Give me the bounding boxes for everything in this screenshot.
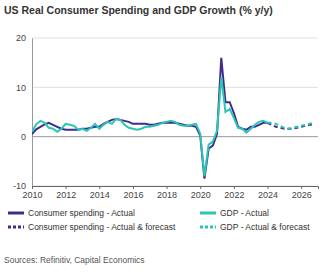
source: Sources: Refinitiv, Capital Economics (4, 255, 145, 265)
grid-line (32, 38, 318, 39)
y-tick-label: 20 (16, 33, 26, 43)
x-tick: 2026 (292, 186, 312, 200)
x-tick-mark (268, 186, 269, 189)
legend-label: Consumer spending - Actual (28, 208, 135, 218)
x-axis-line (33, 187, 319, 190)
grid-line (32, 136, 318, 137)
x-tick: 2022 (224, 186, 244, 200)
x-tick-mark (32, 186, 33, 189)
grid (32, 38, 318, 186)
x-tick: 2010 (22, 186, 42, 200)
x-tick-mark (99, 186, 100, 189)
x-tick-label: 2016 (123, 190, 143, 200)
x-tick-label: 2020 (191, 190, 211, 200)
y-axis-line (32, 39, 33, 187)
x-tick-label: 2010 (22, 190, 42, 200)
legend-item: GDP - Actual (200, 208, 269, 218)
x-tick-mark (200, 186, 201, 189)
legend-swatch (8, 226, 24, 229)
y-tick-label: 10 (16, 83, 26, 93)
y-tick-label: 0 (21, 132, 26, 142)
x-tick: 2018 (157, 186, 177, 200)
x-tick-label: 2022 (224, 190, 244, 200)
legend-item: GDP - Actual & forecast (200, 222, 310, 232)
series-line (268, 123, 314, 129)
x-tick-label: 2014 (90, 190, 110, 200)
x-tick-label: 2018 (157, 190, 177, 200)
x-tick: 2024 (258, 186, 278, 200)
x-tick-label: 2026 (292, 190, 312, 200)
legend-swatch (200, 226, 216, 229)
legend-swatch (200, 212, 216, 215)
y-tick: 0 (21, 132, 32, 142)
y-axis: -1001020 (13, 33, 33, 191)
x-tick-mark (301, 186, 302, 189)
legend-item: Consumer spending - Actual & forecast (8, 222, 176, 232)
title: US Real Consumer Spending and GDP Growth… (4, 4, 273, 16)
chart: US Real Consumer Spending and GDP Growth… (0, 0, 325, 273)
grid-line (32, 87, 318, 88)
series-line (268, 123, 314, 129)
x-tick-label: 2024 (258, 190, 278, 200)
x-tick: 2014 (90, 186, 110, 200)
legend-label: GDP - Actual (220, 208, 269, 218)
x-tick-label: 2012 (56, 190, 76, 200)
x-tick: 2020 (191, 186, 211, 200)
lines (32, 58, 314, 179)
x-tick-mark (133, 186, 134, 189)
series-line (32, 77, 268, 176)
legend-swatch (8, 212, 24, 215)
x-tick: 2012 (56, 186, 76, 200)
x-tick-mark (66, 186, 67, 189)
legend: Consumer spending - Actual Consumer spend… (8, 208, 310, 232)
series-line (32, 58, 268, 179)
x-axis: 2010 2012 2014 2016 2018 2020 2022 2024 2026 (22, 186, 318, 200)
legend-label: Consumer spending - Actual & forecast (28, 222, 176, 232)
y-tick: 20 (16, 33, 32, 43)
legend-item: Consumer spending - Actual (8, 208, 135, 218)
legend-label: GDP - Actual & forecast (220, 222, 310, 232)
x-tick-mark (167, 186, 168, 189)
x-tick: 2016 (123, 186, 143, 200)
y-tick: 10 (16, 83, 32, 93)
plot: -100102020102012201420162018202020222024… (13, 33, 319, 200)
x-tick-mark (234, 186, 235, 189)
